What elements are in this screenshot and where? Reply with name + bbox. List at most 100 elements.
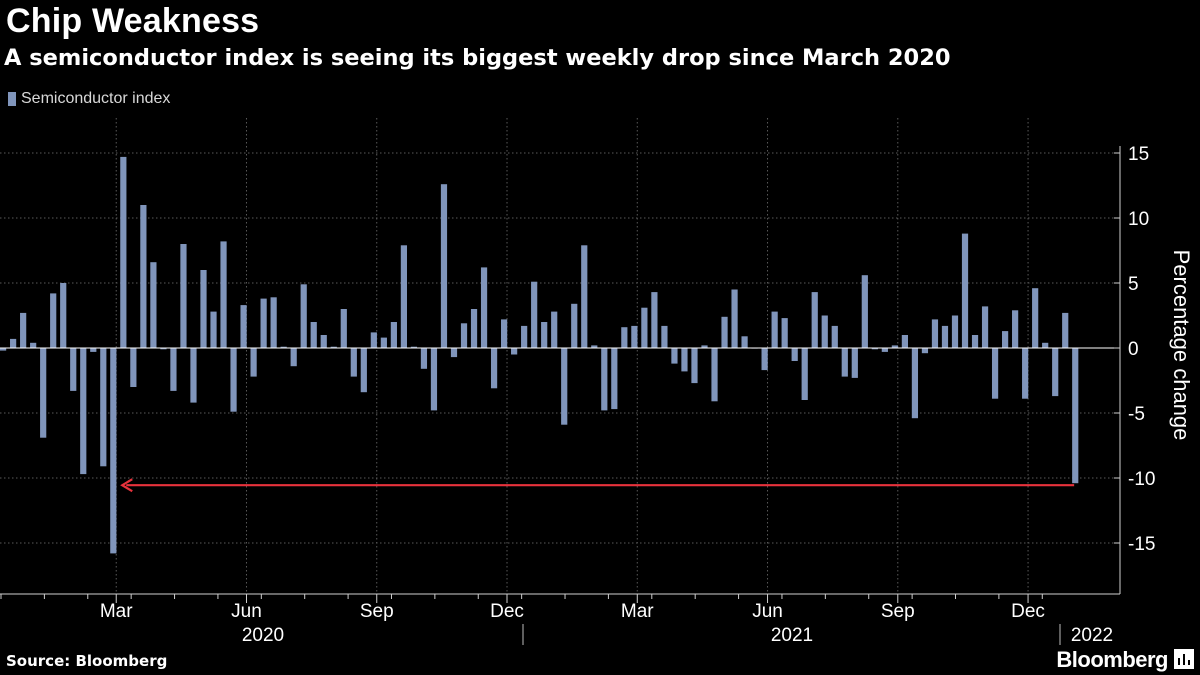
y-tick-label: 5 xyxy=(1128,274,1139,295)
legend: Semiconductor index xyxy=(8,90,170,108)
bar xyxy=(631,325,638,348)
y-tick-label: -15 xyxy=(1128,534,1155,555)
bar xyxy=(300,284,307,348)
legend-swatch xyxy=(8,92,16,106)
bar xyxy=(30,342,37,348)
bar xyxy=(991,348,999,399)
bar xyxy=(150,262,157,348)
bar xyxy=(330,346,337,348)
bar xyxy=(1002,331,1009,348)
bar xyxy=(531,281,538,348)
bar xyxy=(1022,348,1029,399)
bar xyxy=(460,323,468,348)
bar xyxy=(220,241,227,348)
bar xyxy=(120,156,127,348)
bar xyxy=(430,348,438,411)
bar xyxy=(551,311,558,348)
bar xyxy=(210,311,217,348)
y-axis-label: Percentage change xyxy=(1169,250,1194,441)
bar xyxy=(561,348,568,425)
bar xyxy=(10,338,17,348)
bar xyxy=(1042,342,1049,348)
y-tick-label: -10 xyxy=(1128,469,1155,490)
bar xyxy=(440,184,448,348)
bar xyxy=(791,348,798,361)
bar xyxy=(160,348,167,350)
bar xyxy=(651,292,658,348)
bar xyxy=(511,348,518,355)
bar xyxy=(931,319,939,348)
bar xyxy=(721,316,728,348)
bar xyxy=(60,283,67,348)
y-tick-label: 15 xyxy=(1128,144,1149,165)
bar xyxy=(781,318,788,348)
bar xyxy=(731,289,738,348)
bar xyxy=(571,303,578,348)
x-month-label: Sep xyxy=(360,601,394,622)
bar xyxy=(480,267,488,348)
bar xyxy=(470,309,478,348)
bar xyxy=(40,348,47,438)
bar xyxy=(240,305,247,348)
bar xyxy=(80,348,87,475)
x-year-label: 2020 xyxy=(242,625,284,646)
bar xyxy=(801,348,808,400)
bar xyxy=(100,348,107,467)
bar xyxy=(701,345,708,348)
chart-title: Chip Weakness xyxy=(6,2,260,40)
bar xyxy=(200,270,207,348)
bar xyxy=(270,297,277,348)
x-year-label: 2021 xyxy=(771,625,813,646)
bar xyxy=(1062,312,1069,348)
bar xyxy=(410,346,418,348)
x-month-label: Jun xyxy=(231,601,262,622)
bar xyxy=(0,348,7,351)
bar xyxy=(180,244,187,348)
source-note: Source: Bloomberg xyxy=(6,652,168,670)
bar xyxy=(951,315,959,348)
bar xyxy=(400,245,407,348)
bar xyxy=(821,315,828,348)
bar xyxy=(971,335,979,348)
bar xyxy=(130,348,137,387)
bar xyxy=(310,322,317,348)
bar xyxy=(90,348,97,352)
bar xyxy=(350,348,357,377)
y-tick-label: 0 xyxy=(1128,339,1139,360)
bar xyxy=(390,322,397,348)
bar xyxy=(691,348,698,384)
bar xyxy=(591,345,598,348)
bar xyxy=(501,319,508,348)
annotation-arrowhead xyxy=(120,478,133,493)
bar xyxy=(811,292,818,348)
bar xyxy=(851,348,858,378)
bar xyxy=(1052,348,1059,397)
bar xyxy=(831,325,838,348)
bar xyxy=(621,327,628,348)
bar xyxy=(681,348,688,372)
bar xyxy=(901,335,908,348)
bar xyxy=(110,348,117,554)
bar xyxy=(1072,348,1079,484)
bar xyxy=(961,233,969,348)
bar xyxy=(941,325,949,348)
bloomberg-chart-icon xyxy=(1174,649,1194,669)
bar xyxy=(230,348,237,412)
legend-label: Semiconductor index xyxy=(21,90,171,107)
bar xyxy=(140,205,147,348)
bar xyxy=(360,348,367,393)
bar xyxy=(921,348,929,354)
bar xyxy=(260,298,267,348)
brand-logo: Bloomberg xyxy=(1056,647,1168,672)
chart-subtitle: A semiconductor index is seeing its bigg… xyxy=(4,45,951,71)
bar xyxy=(1012,310,1019,348)
bar xyxy=(761,348,768,371)
bar xyxy=(320,335,327,348)
bar xyxy=(490,348,498,389)
bar xyxy=(370,332,377,348)
bar xyxy=(420,348,428,369)
bar xyxy=(911,348,919,419)
bar xyxy=(841,348,848,377)
bar xyxy=(70,348,77,391)
bar xyxy=(50,293,57,348)
